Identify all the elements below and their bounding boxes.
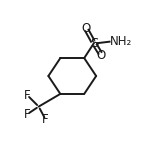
Text: O: O: [97, 49, 106, 62]
Text: S: S: [90, 37, 98, 50]
Text: F: F: [42, 113, 49, 126]
Text: F: F: [24, 108, 31, 121]
Text: NH₂: NH₂: [110, 35, 133, 48]
Text: O: O: [81, 22, 90, 35]
Text: F: F: [24, 89, 31, 102]
